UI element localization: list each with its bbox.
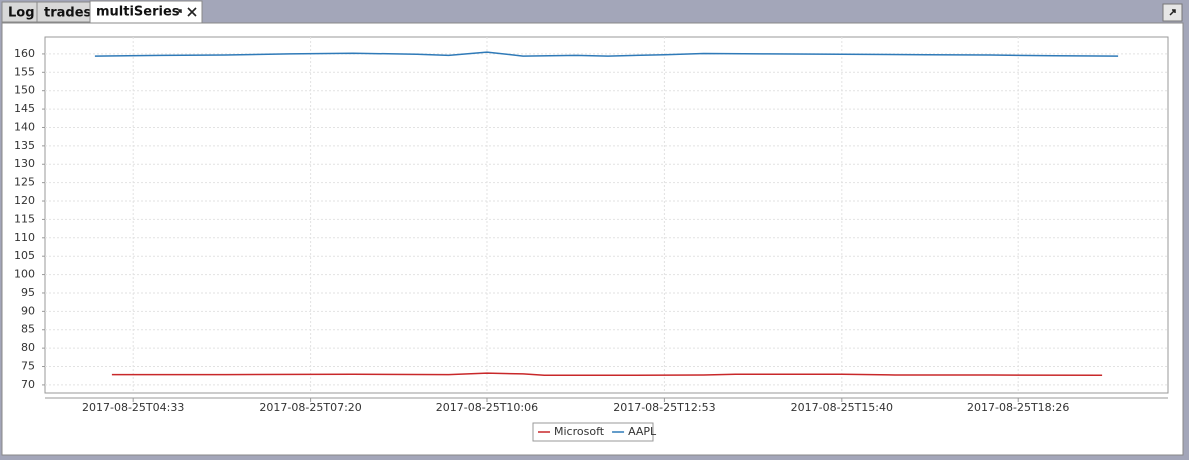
x-tick-label: 2017-08-25T12:53 — [613, 401, 715, 414]
y-tick-label: 150 — [14, 84, 35, 97]
y-tick-label: 85 — [21, 323, 35, 336]
legend — [532, 422, 654, 442]
y-tick-label: 155 — [14, 65, 35, 78]
legend-label: AAPL — [628, 425, 657, 438]
maximize-icon[interactable] — [1169, 9, 1176, 16]
plot-area — [44, 36, 1169, 394]
tab-label[interactable]: multiSeries — [96, 5, 180, 20]
x-tick-label: 2017-08-25T04:33 — [82, 401, 184, 414]
y-tick-label: 140 — [14, 120, 35, 133]
y-tick-label: 125 — [14, 176, 35, 189]
popout-icon[interactable] — [175, 9, 182, 16]
y-tick-label: 75 — [21, 360, 35, 373]
y-tick-label: 95 — [21, 286, 35, 299]
y-tick-label: 110 — [14, 231, 35, 244]
y-tick-label: 145 — [14, 102, 35, 115]
series-line — [94, 51, 1119, 57]
y-tick-label: 160 — [14, 47, 35, 60]
y-tick-label: 80 — [21, 341, 35, 354]
x-tick-label: 2017-08-25T07:20 — [259, 401, 361, 414]
y-tick-label: 105 — [14, 249, 35, 262]
legend-label: Microsoft — [554, 425, 605, 438]
y-tick-label: 70 — [21, 378, 35, 391]
y-tick-label: 130 — [14, 157, 35, 170]
x-tick-label: 2017-08-25T10:06 — [436, 401, 538, 414]
y-tick-label: 120 — [14, 194, 35, 207]
y-tick-label: 100 — [14, 268, 35, 281]
x-tick-label: 2017-08-25T15:40 — [791, 401, 893, 414]
y-tick-label: 135 — [14, 139, 35, 152]
close-icon[interactable] — [187, 7, 197, 17]
series-line — [111, 372, 1103, 377]
tab-label[interactable]: Log — [8, 6, 35, 21]
y-tick-label: 115 — [14, 212, 35, 225]
y-tick-label: 90 — [21, 304, 35, 317]
tab-label[interactable]: trades — [44, 6, 92, 21]
x-tick-label: 2017-08-25T18:26 — [967, 401, 1069, 414]
